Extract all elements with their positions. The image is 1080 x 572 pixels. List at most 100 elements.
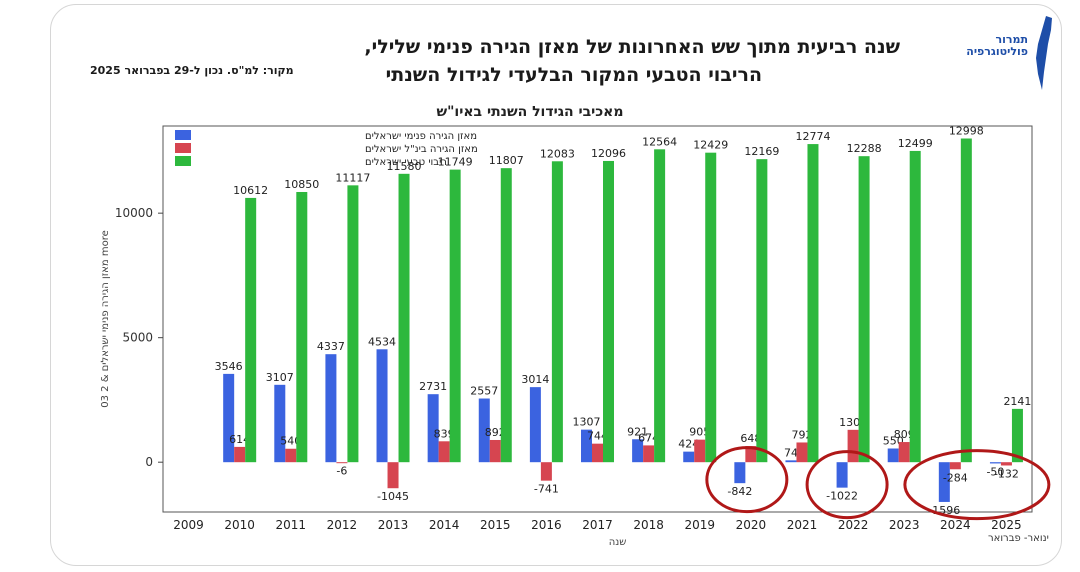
x-tick-label: 2011 <box>276 518 307 532</box>
bar <box>858 156 870 463</box>
x-tick-label: 2021 <box>787 518 818 532</box>
legend-label: מאזן הגירה בינ"ל ישראלים <box>365 144 478 155</box>
highlight-circle-2024-2025 <box>903 449 1051 521</box>
bar <box>603 160 614 463</box>
x-tick-label: 2018 <box>633 518 664 532</box>
bar <box>807 144 819 463</box>
bar <box>847 429 859 463</box>
bar <box>1011 408 1023 463</box>
bar <box>796 442 808 463</box>
data-label: 12083 <box>540 147 575 160</box>
data-label: -132 <box>994 467 1019 480</box>
data-label: 648 <box>740 432 761 445</box>
bar <box>449 169 461 463</box>
x-tick-label: 2019 <box>684 518 715 532</box>
bar <box>223 373 235 463</box>
x-tick-label: 2012 <box>327 518 358 532</box>
data-label: 12774 <box>795 130 830 143</box>
bar <box>529 387 541 463</box>
data-label: 10850 <box>284 178 319 191</box>
data-label: 12564 <box>642 135 677 148</box>
bar <box>745 446 757 463</box>
legend-label: מאזן הגירה פנימי ישראלים <box>365 131 477 142</box>
bar <box>274 384 286 463</box>
data-label: 921 <box>627 425 648 438</box>
x-tick-label: 2009 <box>173 518 204 532</box>
data-label: 809 <box>894 428 915 441</box>
data-label: 2141 <box>1003 395 1031 408</box>
data-label: 11807 <box>489 154 524 167</box>
bar <box>785 460 797 463</box>
data-label: 3546 <box>215 360 243 373</box>
data-label: -284 <box>943 471 968 484</box>
data-label: 74 <box>784 446 798 459</box>
legend-swatch <box>175 143 191 153</box>
data-label: 12288 <box>847 142 882 155</box>
data-label: 11117 <box>335 171 370 184</box>
data-label: 614 <box>229 433 250 446</box>
bar <box>898 442 910 463</box>
chart-title: מאכיבי הגידול השנתי באיו"ש <box>436 104 624 120</box>
data-label: 12998 <box>949 125 984 138</box>
data-label: 424 <box>678 438 699 451</box>
israel-map-icon <box>1036 16 1052 90</box>
bar <box>581 429 592 463</box>
data-label: -6 <box>336 464 347 477</box>
bar <box>489 439 501 463</box>
data-label: -1022 <box>826 490 858 503</box>
bar <box>325 354 337 463</box>
data-label: 12499 <box>898 137 933 150</box>
bar <box>1000 462 1012 466</box>
data-label: -842 <box>727 485 752 498</box>
bar <box>643 445 655 463</box>
data-label: -50 <box>986 465 1004 478</box>
data-label: 12169 <box>744 145 779 158</box>
data-label: 1307 <box>573 416 601 429</box>
data-label: 12429 <box>693 139 728 152</box>
bar <box>592 443 603 463</box>
y-tick-label: 5000 <box>122 331 153 345</box>
bar <box>347 185 359 463</box>
x-tick-label: 2015 <box>480 518 511 532</box>
x-tick-label: 2023 <box>889 518 920 532</box>
source-note: מקור: למ"ס. נכון ל-29 בפברואר 2025 <box>90 64 294 77</box>
bar <box>632 439 644 463</box>
data-label: 540 <box>280 435 301 448</box>
bar <box>540 462 552 481</box>
data-label: 744 <box>587 430 608 443</box>
bar <box>683 451 695 463</box>
x-tick-label: 2013 <box>378 518 409 532</box>
data-label: 905 <box>689 426 710 439</box>
legend-swatch <box>175 130 191 140</box>
bar <box>887 448 899 463</box>
data-label: 3014 <box>521 373 549 386</box>
data-label: -1045 <box>377 490 409 503</box>
data-label: 792 <box>791 428 812 441</box>
bar <box>336 462 348 464</box>
y-axis-label: 03 2 & מאזן הגירה פנימי ישראלים more <box>100 230 111 408</box>
bar <box>756 159 768 463</box>
data-label: 11749 <box>438 156 473 169</box>
x-axis-label: שנה <box>609 537 627 548</box>
bar <box>234 446 246 463</box>
logo-text: תמרור פוליטוגרפיה <box>966 33 1028 58</box>
bar <box>989 462 1001 464</box>
x-tick-label: 2025 <box>991 518 1022 532</box>
legend-swatch <box>175 156 191 166</box>
bar <box>909 150 921 463</box>
data-label: 3107 <box>266 371 294 384</box>
data-label: 2731 <box>419 380 447 393</box>
x-axis-note: ינואר- פברואר <box>988 533 1049 544</box>
bar <box>296 191 308 463</box>
bar <box>285 448 297 463</box>
data-label: 12096 <box>591 147 626 160</box>
x-tick-label: 2024 <box>940 518 971 532</box>
bar <box>376 349 388 463</box>
data-label: 550 <box>883 434 904 447</box>
bar <box>398 173 410 463</box>
bar <box>654 149 666 463</box>
plot-area <box>162 125 1033 513</box>
bar <box>438 441 450 463</box>
bar <box>960 138 972 463</box>
bar <box>705 152 717 463</box>
